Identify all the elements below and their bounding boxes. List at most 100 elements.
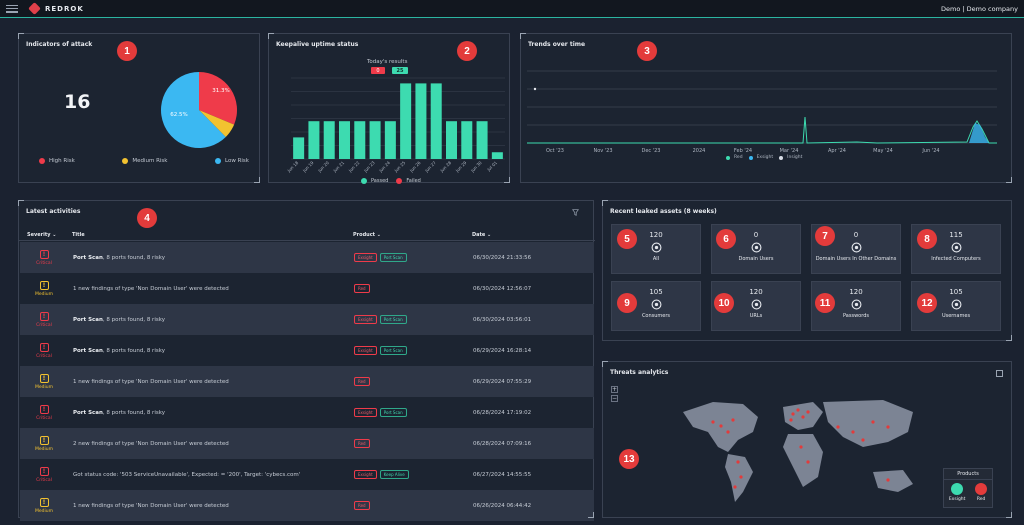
leaked-tile-consumers[interactable]: 105 Consumers bbox=[611, 281, 701, 331]
legend-exsight[interactable]: Exsight bbox=[748, 155, 773, 160]
row-date: 06/27/2024 14:55:55 bbox=[473, 471, 532, 478]
marker-badge: 4 bbox=[137, 208, 157, 228]
product-tags: Red bbox=[354, 439, 370, 448]
menu-icon[interactable] bbox=[6, 4, 18, 13]
table-row[interactable]: ! Medium 1 new findings of type 'Non Dom… bbox=[20, 273, 594, 304]
legend-high[interactable]: High Risk bbox=[39, 158, 75, 164]
table-row[interactable]: ! Critical Got status code: '503 Service… bbox=[20, 459, 594, 490]
bar-passed[interactable] bbox=[430, 83, 442, 159]
row-date: 06/28/2024 07:09:16 bbox=[473, 440, 532, 447]
col-product[interactable]: Product ⌄ bbox=[353, 231, 381, 238]
product-tag[interactable]: Keep Alive bbox=[379, 470, 409, 479]
tile-count: 0 bbox=[753, 231, 759, 239]
pie-slice-high[interactable] bbox=[199, 72, 237, 125]
uptime-bar-chart[interactable]: Jun 18 Jun 19 Jun 20 Jun 21 Jun 22 Jun 23 Jun … bbox=[273, 74, 509, 179]
bar-passed[interactable] bbox=[354, 121, 366, 159]
medium-icon: ! bbox=[39, 497, 49, 507]
product-tag[interactable]: Exsight bbox=[354, 253, 377, 262]
zoom-out-button[interactable]: − bbox=[611, 395, 618, 402]
table-row[interactable]: ! Critical Port Scan, 8 ports found, 8 r… bbox=[20, 304, 594, 335]
legend-insight[interactable]: Insight bbox=[779, 155, 802, 160]
bar-passed[interactable] bbox=[384, 121, 396, 159]
product-tag[interactable]: Exsight bbox=[354, 346, 377, 355]
product-tag[interactable]: Port Scan bbox=[379, 253, 407, 262]
col-severity[interactable]: Severity ⌄ bbox=[27, 231, 57, 238]
marker-badge: 10 bbox=[714, 293, 734, 313]
product-tag[interactable]: Exsight bbox=[354, 470, 377, 479]
legend-failed[interactable]: Failed bbox=[396, 178, 421, 184]
bar-passed[interactable] bbox=[415, 83, 427, 159]
products-legend: Products Exsight Red bbox=[943, 468, 993, 508]
legend-low[interactable]: Low Risk bbox=[215, 158, 249, 164]
marker-badge: 1 bbox=[117, 41, 137, 61]
table-row[interactable]: ! Medium 1 new findings of type 'Non Dom… bbox=[20, 490, 594, 521]
product-red[interactable]: Red bbox=[975, 483, 988, 502]
severity-label: Critical bbox=[36, 415, 52, 421]
col-title[interactable]: Title bbox=[72, 231, 85, 238]
bar-passed[interactable] bbox=[461, 121, 473, 159]
pie-label-high: 31.3% bbox=[212, 88, 229, 94]
product-tag[interactable]: Exsight bbox=[354, 408, 377, 417]
bar-passed[interactable] bbox=[369, 121, 381, 159]
expand-icon[interactable] bbox=[996, 370, 1003, 377]
pie-label-low: 62.5% bbox=[170, 112, 187, 118]
table-row[interactable]: ! Medium 2 new findings of type 'Non Dom… bbox=[20, 428, 594, 459]
col-date[interactable]: Date ⌄ bbox=[472, 231, 492, 238]
bar-passed[interactable] bbox=[308, 121, 320, 159]
severity-cell: ! Critical bbox=[20, 342, 68, 359]
product-tag[interactable]: Port Scan bbox=[379, 315, 407, 324]
bar-passed[interactable] bbox=[476, 121, 488, 159]
pie-slice-medium[interactable] bbox=[199, 110, 235, 137]
chip-icon bbox=[951, 242, 961, 253]
bar-passed[interactable] bbox=[491, 152, 503, 159]
critical-icon: ! bbox=[39, 466, 49, 476]
x-tick-label: Jun 20 bbox=[316, 160, 330, 174]
tile-label: Usernames bbox=[941, 313, 971, 319]
x-tick-label: Jun '24 bbox=[921, 148, 939, 154]
pie-slice-low[interactable] bbox=[161, 72, 226, 148]
legend-passed[interactable]: Passed bbox=[361, 178, 388, 184]
x-tick-label: Jun 26 bbox=[408, 160, 422, 174]
table-row[interactable]: ! Critical Port Scan, 8 ports found, 8 r… bbox=[20, 335, 594, 366]
world-map[interactable] bbox=[673, 392, 933, 512]
severity-cell: ! Critical bbox=[20, 404, 68, 421]
top-bar: REDROK Demo | Demo company bbox=[0, 0, 1024, 18]
product-tag[interactable]: Red bbox=[354, 439, 370, 448]
panel-title: Recent leaked assets (8 weeks) bbox=[610, 208, 717, 215]
tile-label: Infected Computers bbox=[931, 256, 981, 262]
x-tick-label: Nov '23 bbox=[593, 148, 612, 154]
bar-passed[interactable] bbox=[323, 121, 335, 159]
product-tag[interactable]: Port Scan bbox=[379, 346, 407, 355]
product-tag[interactable]: Port Scan bbox=[379, 408, 407, 417]
severity-cell: ! Critical bbox=[20, 466, 68, 483]
product-tag[interactable]: Exsight bbox=[354, 315, 377, 324]
x-tick-label: Jun 23 bbox=[362, 160, 376, 174]
severity-cell: ! Critical bbox=[20, 249, 68, 266]
uptime-legend: Passed Failed bbox=[361, 178, 421, 184]
table-row[interactable]: ! Medium 1 new findings of type 'Non Dom… bbox=[20, 366, 594, 397]
legend-red[interactable]: Red bbox=[726, 155, 743, 160]
severity-cell: ! Medium bbox=[20, 435, 68, 452]
series-exsight-area bbox=[969, 123, 989, 143]
filter-icon[interactable] bbox=[572, 209, 579, 216]
bar-passed[interactable] bbox=[400, 83, 412, 159]
zoom-in-button[interactable]: + bbox=[611, 386, 618, 393]
table-row[interactable]: ! Critical Port Scan, 8 ports found, 8 r… bbox=[20, 242, 594, 273]
bug-icon bbox=[851, 242, 861, 253]
bar-passed[interactable] bbox=[338, 121, 351, 159]
bar-passed[interactable] bbox=[445, 121, 458, 159]
product-tag[interactable]: Red bbox=[354, 501, 370, 510]
product-tag[interactable]: Red bbox=[354, 284, 370, 293]
legend-medium[interactable]: Medium Risk bbox=[122, 158, 167, 164]
product-exsight[interactable]: Exsight bbox=[949, 483, 965, 502]
severity-label: Critical bbox=[36, 260, 52, 266]
person-icon bbox=[951, 299, 961, 310]
trends-line-chart[interactable]: Oct '23 Nov '23 Dec '23 2024 Feb '24 Mar '24 A… bbox=[527, 59, 1007, 154]
user-account[interactable]: Demo | Demo company bbox=[941, 4, 1018, 13]
x-tick-label: Jun 27 bbox=[423, 160, 437, 174]
product-tag[interactable]: Red bbox=[354, 377, 370, 386]
critical-icon: ! bbox=[39, 404, 49, 414]
risk-pie-chart[interactable]: 31.3% 62.5% bbox=[159, 70, 239, 150]
bar-passed[interactable] bbox=[293, 137, 305, 159]
table-row[interactable]: ! Critical Port Scan, 8 ports found, 8 r… bbox=[20, 397, 594, 428]
